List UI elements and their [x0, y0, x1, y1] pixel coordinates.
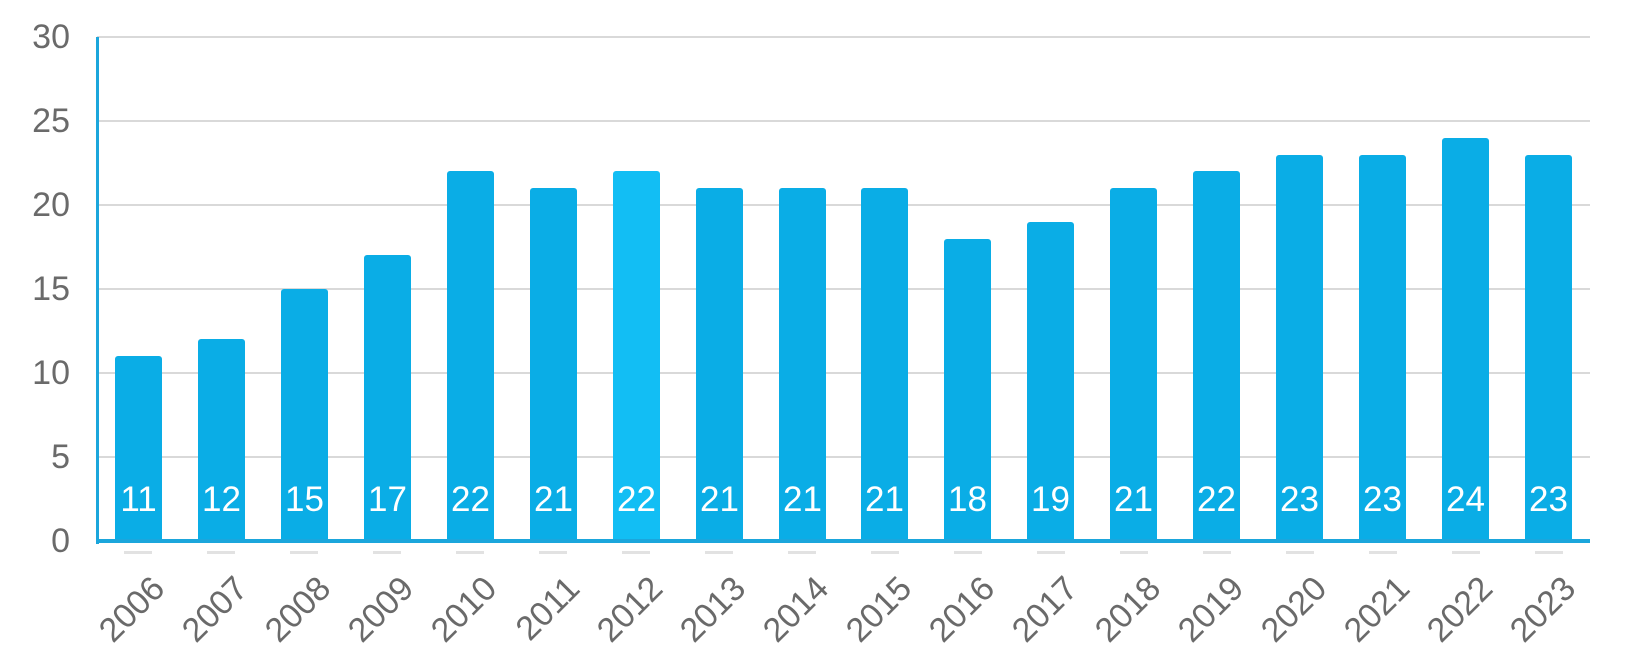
bar-2018: 21 — [1110, 188, 1157, 541]
y-tick-label-25: 25 — [32, 102, 70, 140]
x-tick-mark-2009 — [373, 551, 401, 554]
x-tick-label-2022: 2022 — [1419, 569, 1501, 650]
gridline-20 — [97, 204, 1590, 206]
bar-2008: 15 — [281, 289, 328, 541]
x-tick-label-2013: 2013 — [672, 569, 754, 650]
bar-2006: 11 — [115, 356, 162, 541]
x-tick-label-2012: 2012 — [589, 569, 671, 650]
x-tick-mark-2017 — [1037, 551, 1065, 554]
bar-2014: 21 — [779, 188, 826, 541]
x-tick-label-2011: 2011 — [508, 569, 588, 648]
x-tick-mark-2010 — [456, 551, 484, 554]
bar-value-label-2021: 23 — [1363, 480, 1402, 519]
bar-value-label-2014: 21 — [783, 480, 822, 519]
x-tick-mark-2019 — [1203, 551, 1231, 554]
bar-2023: 23 — [1525, 155, 1572, 541]
bar-value-label-2010: 22 — [451, 480, 490, 519]
bar-value-label-2013: 21 — [700, 480, 739, 519]
x-tick-mark-2021 — [1369, 551, 1397, 554]
bar-value-label-2015: 21 — [865, 480, 904, 519]
bar-value-label-2009: 17 — [368, 480, 407, 519]
x-tick-label-2006: 2006 — [91, 569, 173, 650]
x-tick-mark-2007 — [207, 551, 235, 554]
x-tick-mark-2008 — [290, 551, 318, 554]
bar-2017: 19 — [1027, 222, 1074, 541]
x-tick-mark-2011 — [539, 551, 567, 554]
bar-2020: 23 — [1276, 155, 1323, 541]
bar-value-label-2007: 12 — [202, 480, 241, 519]
x-axis-line — [96, 539, 1590, 543]
bar-2013: 21 — [696, 188, 743, 541]
bar-value-label-2018: 21 — [1114, 480, 1153, 519]
y-tick-label-5: 5 — [51, 438, 70, 476]
gridline-25 — [97, 120, 1590, 122]
bar-2019: 22 — [1193, 171, 1240, 541]
bar-value-label-2023: 23 — [1529, 480, 1568, 519]
x-tick-mark-2020 — [1286, 551, 1314, 554]
x-tick-mark-2016 — [954, 551, 982, 554]
bar-2009: 17 — [364, 255, 411, 541]
x-tick-mark-2006 — [124, 551, 152, 554]
x-tick-label-2020: 2020 — [1253, 569, 1335, 650]
x-tick-label-2021: 2021 — [1336, 569, 1418, 650]
x-tick-label-2009: 2009 — [340, 569, 422, 650]
bar-2011: 21 — [530, 188, 577, 541]
gridline-30 — [97, 36, 1590, 38]
gridline-5 — [97, 456, 1590, 458]
gridline-15 — [97, 288, 1590, 290]
x-tick-mark-2015 — [871, 551, 899, 554]
y-tick-label-15: 15 — [32, 270, 70, 308]
bar-2022: 24 — [1442, 138, 1489, 541]
x-tick-mark-2022 — [1452, 551, 1480, 554]
bar-value-label-2017: 19 — [1031, 480, 1070, 519]
x-tick-label-2015: 2015 — [838, 569, 920, 650]
bar-2015: 21 — [861, 188, 908, 541]
x-tick-label-2019: 2019 — [1170, 569, 1252, 650]
x-tick-mark-2023 — [1535, 551, 1563, 554]
bar-value-label-2012: 22 — [617, 480, 656, 519]
bar-2007: 12 — [198, 339, 245, 541]
y-tick-label-0: 0 — [51, 522, 70, 560]
x-tick-label-2014: 2014 — [755, 569, 837, 650]
x-tick-label-2016: 2016 — [921, 569, 1003, 650]
x-tick-label-2008: 2008 — [257, 569, 339, 650]
x-tick-label-2007: 2007 — [174, 569, 256, 650]
bar-value-label-2006: 11 — [120, 480, 157, 519]
x-tick-label-2010: 2010 — [423, 569, 505, 650]
y-tick-label-20: 20 — [32, 186, 70, 224]
bar-value-label-2020: 23 — [1280, 480, 1319, 519]
x-tick-mark-2018 — [1120, 551, 1148, 554]
y-tick-label-10: 10 — [32, 354, 70, 392]
x-tick-label-2017: 2017 — [1004, 569, 1086, 650]
bar-value-label-2008: 15 — [285, 480, 324, 519]
bar-2016: 18 — [944, 239, 991, 541]
bar-value-label-2011: 21 — [534, 480, 573, 519]
gridline-10 — [97, 372, 1590, 374]
x-tick-mark-2012 — [622, 551, 650, 554]
bar-2021: 23 — [1359, 155, 1406, 541]
x-tick-mark-2014 — [788, 551, 816, 554]
bar-2010: 22 — [447, 171, 494, 541]
bar-value-label-2016: 18 — [948, 480, 987, 519]
y-axis-line — [96, 37, 99, 544]
x-tick-label-2023: 2023 — [1502, 569, 1584, 650]
bar-value-label-2019: 22 — [1197, 480, 1236, 519]
x-tick-mark-2013 — [705, 551, 733, 554]
x-tick-label-2018: 2018 — [1087, 569, 1169, 650]
y-tick-label-30: 30 — [32, 18, 70, 56]
bar-2012: 22 — [613, 171, 660, 541]
bar-value-label-2022: 24 — [1446, 480, 1485, 519]
